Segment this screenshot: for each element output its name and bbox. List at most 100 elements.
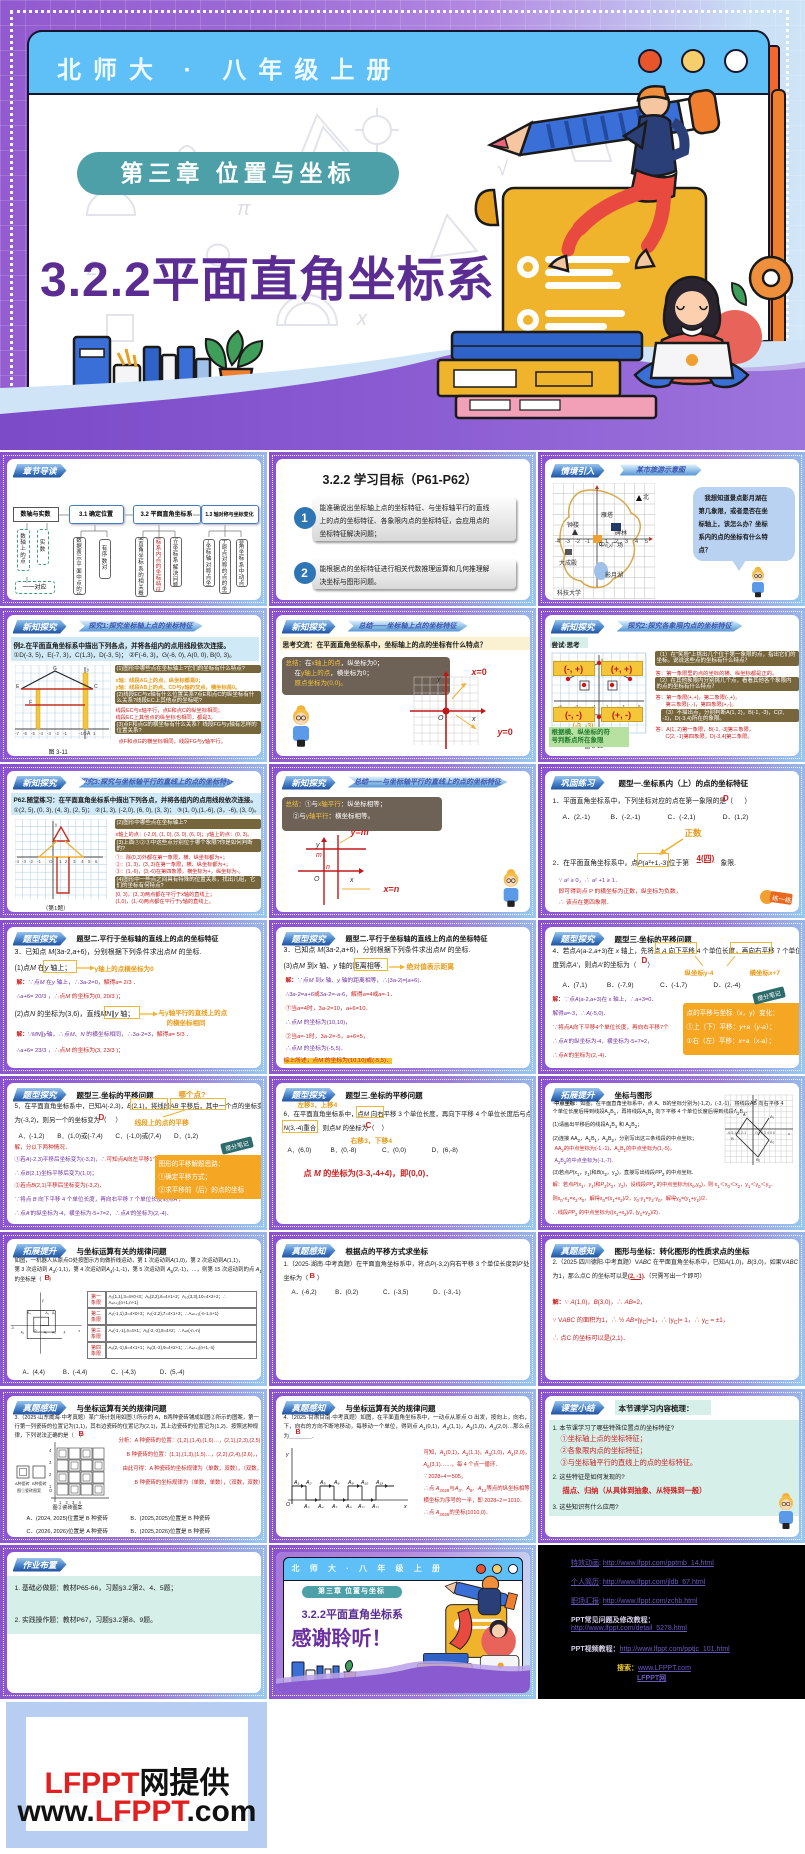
svg-text:E: E [16,684,20,690]
svg-text:A₁₁: A₁₁ [357,1504,365,1508]
svg-text:y: y [315,842,320,849]
svg-text:A₁₃: A₁₃ [375,1480,383,1486]
svg-text:4: 4 [635,539,638,545]
svg-text:-5: -5 [31,731,35,736]
svg-text:B: B [731,1136,734,1141]
svg-text:y: y [601,657,604,662]
svg-text:x: x [356,308,368,330]
svg-text:G: G [53,666,57,672]
svg-text:m: m [316,852,322,859]
svg-text:A₃: A₃ [303,1504,310,1508]
svg-text:y: y [755,1097,757,1102]
svg-text:3: 3 [73,859,76,864]
svg-text:5: 5 [88,859,91,864]
svg-text:-1: -1 [63,731,67,736]
svg-text:C: C [94,684,98,690]
svg-text:y: y [42,1298,44,1302]
svg-text:-2: -2 [575,539,580,545]
svg-text:-3: -3 [10,1325,13,1329]
svg-text:-2: -2 [29,859,33,864]
svg-text:-6: -6 [23,731,27,736]
svg-text:A₇: A₇ [331,1504,337,1508]
svg-text:-4: -4 [39,731,43,736]
svg-text:1 2 3 4: 1 2 3 4 [59,1500,82,1505]
svg-text:4: 4 [63,1330,65,1334]
svg-text:图①瓷砖图案: 图①瓷砖图案 [17,1487,41,1493]
svg-text:4: 4 [49,1448,52,1453]
svg-text:-3: -3 [22,859,26,864]
svg-text:5: 5 [638,704,641,709]
svg-text:A₃: A₃ [27,1310,31,1314]
svg-text:1: 1 [49,1484,52,1489]
svg-text:-7: -7 [15,731,19,736]
svg-text:影月湖: 影月湖 [605,571,623,579]
svg-text:O: O [49,1488,53,1493]
svg-text:1: 1 [93,731,96,736]
svg-text:O: O [438,715,444,722]
svg-text:2: 2 [615,539,618,545]
svg-text:A₆: A₆ [51,1310,55,1314]
svg-text:0: 0 [599,542,602,548]
svg-text:B₂: B₂ [756,1157,761,1162]
svg-text:√: √ [497,158,508,180]
svg-text:3: 3 [625,539,628,545]
svg-text:科技大学: 科技大学 [557,589,581,597]
svg-text:-3: -3 [47,731,51,736]
svg-text:x: x [788,1131,790,1136]
svg-text:-5: -5 [558,704,562,709]
svg-text:6: 6 [95,859,98,864]
svg-text:x: x [471,716,476,723]
svg-text:-1: -1 [585,539,590,545]
svg-text:π: π [237,198,251,220]
svg-text:雁塔: 雁塔 [601,511,613,519]
svg-text:A₆: A₆ [333,1480,340,1486]
svg-text:大成殿: 大成殿 [559,559,577,567]
svg-text:A₈: A₈ [345,1504,352,1508]
svg-text:O: O [314,876,320,883]
svg-text:3: 3 [622,704,625,709]
svg-text:2: 2 [86,258,98,280]
svg-text:-6-5-4-3-2-1: -6-5-4-3-2-1 [727,1131,746,1135]
svg-text:-2: -2 [55,731,59,736]
svg-text:A₁: A₁ [770,1114,775,1119]
svg-text:A₁: A₁ [293,1480,299,1486]
svg-text:-1: -1 [37,859,41,864]
svg-text:A₅: A₅ [51,1330,55,1334]
svg-text:中心广场: 中心广场 [599,541,623,549]
svg-text:3: 3 [49,1460,52,1465]
svg-text:x: x [403,1504,407,1508]
svg-text:-3: -3 [574,704,578,709]
svg-text:A₄: A₄ [317,1504,324,1508]
svg-text:y: y [285,1452,289,1458]
svg-text:A₁₂: A₁₂ [371,1504,379,1508]
svg-text:A: A [87,731,91,737]
svg-text:5: 5 [645,539,648,545]
svg-text:1: 1 [605,539,608,545]
svg-text:2: 2 [65,859,68,864]
svg-text:4: 4 [81,859,84,864]
svg-text:A₅: A₅ [319,1480,326,1486]
svg-text:北: 北 [643,493,649,501]
svg-text:A₄: A₄ [20,1330,24,1334]
svg-text:1: 1 [606,704,609,709]
svg-text:A: A [743,1112,746,1117]
svg-text:y: y [87,667,90,672]
svg-text:-4: -4 [555,539,560,545]
svg-text:-4: -4 [15,859,19,864]
svg-text:F: F [29,700,32,706]
svg-text:O: O [33,1329,36,1333]
svg-text:A₁: A₁ [43,1330,47,1334]
svg-text:-3: -3 [565,539,570,545]
svg-text:2 3 4 5 6: 2 3 4 5 6 [761,1131,775,1135]
svg-text:A₂: A₂ [305,1480,311,1486]
svg-text:y: y [55,822,58,827]
svg-text:x: x [349,877,354,884]
svg-text:碑林: 碑林 [615,529,627,537]
svg-text:B种瓷砖: B种瓷砖 [32,1480,47,1486]
svg-text:x: x [78,1329,80,1333]
svg-text:A₂: A₂ [770,1139,775,1144]
svg-text:A种瓷砖: A种瓷砖 [15,1480,30,1486]
svg-text:2: 2 [49,1472,52,1477]
svg-text:-1O: -1O [79,731,87,736]
svg-text:-1: -1 [592,704,596,709]
